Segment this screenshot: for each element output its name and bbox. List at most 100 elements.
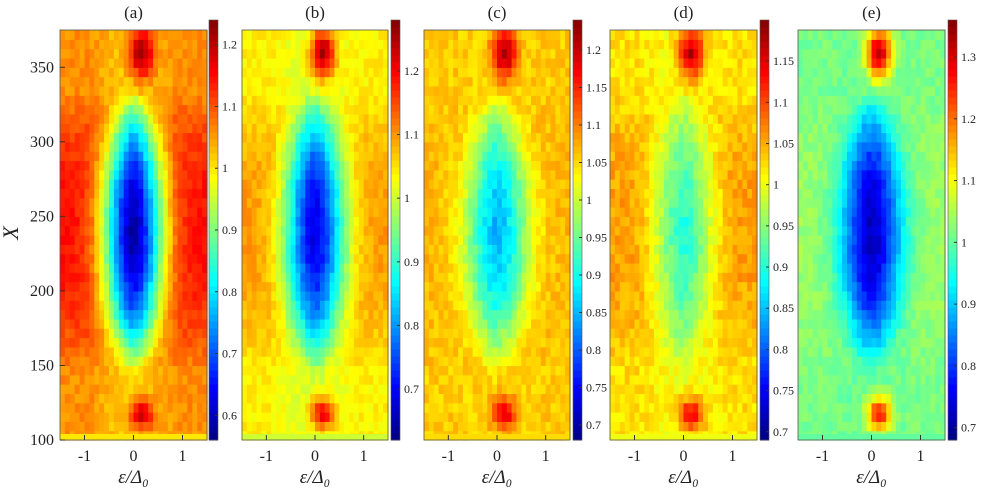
heatmap-cell (344, 338, 349, 348)
heatmap-cell (158, 384, 164, 394)
heatmap-cell (143, 105, 149, 115)
heatmap-cell (104, 263, 110, 273)
heatmap-cell (129, 393, 135, 403)
heatmap-cell (443, 338, 448, 348)
heatmap-cell (65, 421, 71, 431)
colorbar-segment (391, 104, 400, 112)
heatmap-cell (148, 170, 154, 180)
heatmap-cell (178, 95, 184, 105)
heatmap-cell (526, 291, 531, 301)
heatmap-cell (644, 30, 650, 40)
heatmap-cell (492, 77, 497, 87)
heatmap-cell (75, 272, 81, 282)
heatmap-cell (359, 95, 364, 105)
heatmap-cell (625, 421, 631, 431)
heatmap-cell (305, 282, 310, 292)
heatmap-cell (560, 291, 565, 301)
heatmap-cell (434, 86, 439, 96)
heatmap-cell (615, 30, 621, 40)
heatmap-cell (615, 282, 621, 292)
heatmap-cell (143, 198, 149, 208)
heatmap-cell (148, 95, 154, 105)
heatmap-cell (173, 142, 179, 152)
heatmap-cell (669, 160, 675, 170)
heatmap-cell (89, 188, 95, 198)
heatmap-cell (507, 216, 512, 226)
heatmap-cell (482, 384, 487, 394)
heatmap-cell (291, 328, 296, 338)
heatmap-cell (261, 384, 266, 394)
heatmap-cell (168, 142, 174, 152)
heatmap-cell (99, 226, 105, 236)
heatmap-cell (291, 179, 296, 189)
heatmap-cell (300, 188, 305, 198)
heatmap-cell (468, 114, 473, 124)
heatmap-cell (104, 393, 110, 403)
heatmap-cell (271, 384, 276, 394)
heatmap-cell (560, 319, 565, 329)
heatmap-cell (339, 384, 344, 394)
heatmap-cell (75, 384, 81, 394)
heatmap-cell (354, 263, 359, 273)
heatmap-cell (315, 207, 320, 217)
heatmap-cell (555, 338, 560, 348)
heatmap-cell (546, 365, 551, 375)
colorbar-segment (573, 146, 582, 154)
heatmap-cell (674, 114, 680, 124)
heatmap-cell (424, 226, 429, 236)
heatmap-cell (635, 170, 641, 180)
heatmap-cell (546, 133, 551, 143)
heatmap-cell (429, 300, 434, 310)
colorbar-segment (391, 97, 400, 105)
colorbar-tick-label: 0.8 (586, 343, 601, 357)
heatmap-cell (138, 356, 144, 366)
heatmap-cell (187, 263, 193, 273)
heatmap-cell (129, 30, 135, 40)
heatmap-cell (247, 347, 252, 357)
heatmap-cell (424, 291, 429, 301)
heatmap-cell (458, 114, 463, 124)
heatmap-cell (378, 310, 383, 320)
heatmap-cell (487, 216, 492, 226)
heatmap-cell (482, 365, 487, 375)
heatmap-cell (424, 179, 429, 189)
colorbar-segment (391, 279, 400, 287)
heatmap-cell (369, 123, 374, 133)
heatmap-cell (555, 282, 560, 292)
heatmap-cell (271, 347, 276, 357)
heatmap-cell (134, 77, 140, 87)
heatmap-cell (531, 207, 536, 217)
heatmap-cell (531, 403, 536, 413)
heatmap-cell (315, 328, 320, 338)
heatmap-cell (684, 198, 690, 208)
heatmap-cell (443, 272, 448, 282)
heatmap-cell (688, 114, 694, 124)
heatmap-cell (536, 235, 541, 245)
heatmap-cell (625, 67, 631, 77)
heatmap-cell (492, 226, 497, 236)
colorbar-segment (209, 62, 218, 70)
heatmap-cell (153, 263, 159, 273)
heatmap-cell (625, 198, 631, 208)
heatmap-cell (168, 263, 174, 273)
heatmap-cell (644, 244, 650, 254)
heatmap-cell (458, 375, 463, 385)
heatmap-cell (546, 142, 551, 152)
heatmap-cell (300, 328, 305, 338)
colorbar-tick-label: 0.75 (586, 381, 607, 395)
heatmap-cell (478, 328, 483, 338)
heatmap-cell (354, 384, 359, 394)
heatmap-cell (80, 282, 86, 292)
heatmap-cell (482, 393, 487, 403)
heatmap-cell (187, 421, 193, 431)
heatmap-cell (378, 67, 383, 77)
heatmap-cell (286, 39, 291, 49)
heatmap-cell (659, 30, 665, 40)
heatmap-cell (138, 263, 144, 273)
heatmap-cell (310, 123, 315, 133)
heatmap-cell (429, 142, 434, 152)
heatmap-cell (654, 39, 660, 49)
heatmap-cell (148, 319, 154, 329)
colorbar-segment (573, 209, 582, 217)
heatmap-cell (526, 263, 531, 273)
